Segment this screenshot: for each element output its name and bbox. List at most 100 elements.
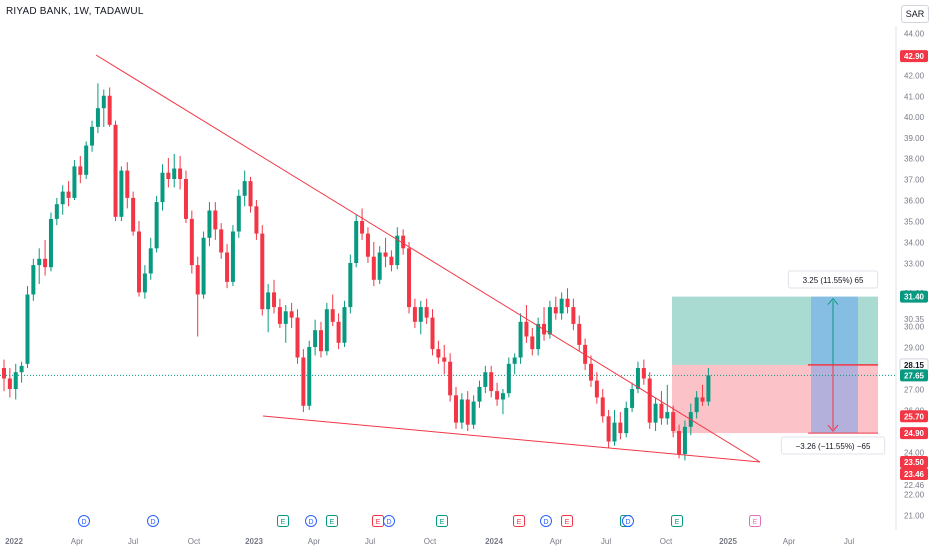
candle[interactable]	[266, 284, 271, 333]
earnings-marker[interactable]: E	[277, 515, 289, 527]
candle[interactable]	[119, 166, 124, 221]
candle[interactable]	[307, 340, 312, 410]
candle[interactable]	[260, 225, 265, 316]
candle[interactable]	[78, 155, 83, 184]
candle[interactable]	[342, 300, 347, 347]
earnings-marker[interactable]: E	[372, 515, 384, 527]
candle[interactable]	[336, 313, 341, 350]
candle[interactable]	[442, 344, 447, 375]
candle[interactable]	[612, 410, 617, 446]
candle[interactable]	[19, 361, 24, 383]
candle[interactable]	[2, 359, 6, 392]
candle[interactable]	[66, 181, 71, 207]
dividend-marker[interactable]: D	[305, 515, 317, 527]
candle[interactable]	[489, 365, 494, 398]
candle[interactable]	[448, 353, 453, 402]
candle[interactable]	[318, 321, 323, 358]
candle[interactable]	[219, 223, 224, 259]
candle[interactable]	[471, 395, 476, 429]
candle[interactable]	[453, 386, 458, 429]
candle[interactable]	[594, 372, 599, 404]
dividend-marker[interactable]: D	[78, 515, 90, 527]
candle[interactable]	[371, 242, 376, 287]
candle[interactable]	[213, 202, 218, 240]
candle[interactable]	[230, 225, 235, 287]
candle[interactable]	[25, 286, 30, 368]
candle[interactable]	[13, 363, 18, 400]
candle[interactable]	[189, 210, 194, 274]
candle[interactable]	[389, 250, 394, 272]
candle[interactable]	[248, 176, 253, 213]
candle[interactable]	[542, 307, 547, 341]
candle[interactable]	[401, 229, 406, 255]
candle[interactable]	[54, 197, 59, 226]
candle[interactable]	[630, 382, 635, 413]
candle[interactable]	[148, 237, 153, 280]
candle[interactable]	[641, 359, 646, 385]
candle[interactable]	[225, 244, 230, 289]
candle[interactable]	[571, 298, 576, 331]
candle[interactable]	[706, 368, 711, 406]
candle[interactable]	[84, 141, 89, 179]
candle[interactable]	[236, 189, 241, 238]
candle[interactable]	[365, 227, 370, 263]
candle[interactable]	[313, 319, 318, 356]
candle[interactable]	[430, 309, 435, 356]
candle[interactable]	[477, 380, 482, 408]
candle[interactable]	[207, 202, 212, 247]
candle[interactable]	[495, 382, 500, 406]
dividend-marker[interactable]: D	[622, 515, 634, 527]
loss-zone[interactable]	[672, 364, 878, 434]
candle[interactable]	[183, 170, 188, 224]
candle[interactable]	[101, 89, 106, 127]
candle[interactable]	[289, 302, 294, 329]
candle[interactable]	[518, 313, 523, 364]
candle[interactable]	[436, 340, 441, 364]
candle[interactable]	[506, 357, 511, 398]
candle[interactable]	[72, 160, 77, 200]
dividend-marker[interactable]: D	[147, 515, 159, 527]
candle[interactable]	[348, 254, 353, 314]
candle[interactable]	[377, 246, 382, 284]
candle[interactable]	[301, 349, 306, 413]
candle[interactable]	[254, 200, 259, 240]
candle[interactable]	[178, 155, 183, 190]
candle[interactable]	[31, 258, 36, 301]
candle[interactable]	[530, 328, 535, 356]
earnings-marker[interactable]: E	[749, 515, 761, 527]
candle[interactable]	[283, 305, 288, 343]
candle[interactable]	[412, 298, 417, 329]
candle[interactable]	[553, 296, 558, 320]
candle[interactable]	[465, 391, 470, 431]
candle[interactable]	[659, 391, 664, 425]
candle[interactable]	[201, 231, 206, 299]
profit-zone[interactable]	[672, 296, 878, 365]
candle[interactable]	[559, 292, 564, 320]
candle[interactable]	[512, 353, 517, 375]
trendline-lower[interactable]	[262, 415, 761, 463]
candle[interactable]	[48, 212, 53, 272]
trendline-upper[interactable]	[95, 54, 761, 463]
candle[interactable]	[242, 170, 247, 207]
candle[interactable]	[195, 256, 200, 337]
candle[interactable]	[7, 368, 12, 398]
candle[interactable]	[154, 195, 159, 253]
candle[interactable]	[589, 355, 593, 387]
candle[interactable]	[653, 397, 658, 431]
candle[interactable]	[577, 315, 582, 352]
dividend-marker[interactable]: D	[383, 515, 395, 527]
candle[interactable]	[324, 302, 329, 356]
candle[interactable]	[360, 208, 365, 240]
candle[interactable]	[277, 298, 282, 329]
candle[interactable]	[424, 298, 429, 324]
candle[interactable]	[565, 288, 570, 314]
candle[interactable]	[671, 405, 676, 438]
candle[interactable]	[60, 185, 65, 215]
earnings-marker[interactable]: E	[326, 515, 338, 527]
candle[interactable]	[354, 214, 359, 268]
candle[interactable]	[95, 83, 100, 134]
candle[interactable]	[418, 300, 423, 335]
candle[interactable]	[459, 393, 464, 429]
